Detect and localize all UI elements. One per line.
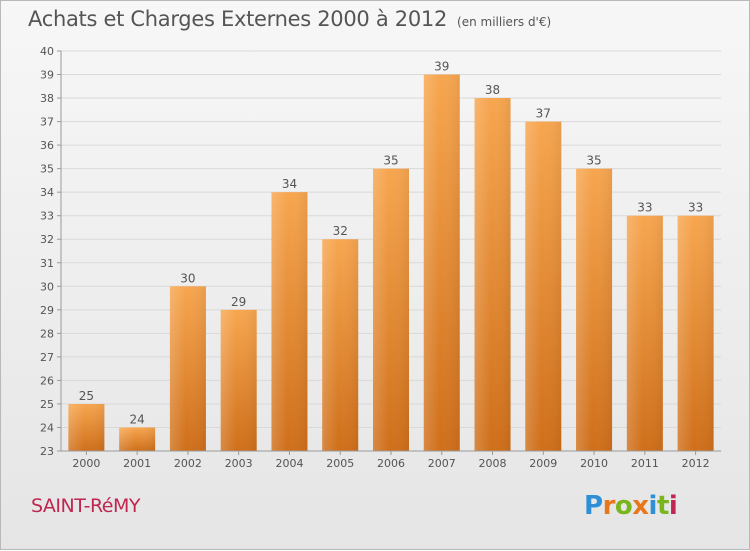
bar-value-label: 33	[637, 201, 652, 215]
chart-title-text: Achats et Charges Externes 2000 à 2012	[28, 7, 448, 31]
y-tick-label: 38	[40, 92, 54, 105]
chart-subtitle: (en milliers d'€)	[457, 15, 552, 29]
axis-layer: 23 24 25 26 27 28 29 30 31 32 33 34 35 36 37 38 39 40 2000…	[40, 45, 721, 470]
bar-2006[interactable]	[373, 168, 409, 451]
x-tick-label: 2005	[326, 457, 354, 470]
x-tick-label: 2003	[225, 457, 253, 470]
bar-2010[interactable]	[576, 168, 613, 451]
y-tick-label: 30	[40, 280, 54, 293]
bar-value-label: 34	[282, 177, 297, 191]
bar-2011[interactable]	[626, 215, 663, 451]
y-tick-label: 40	[40, 45, 54, 58]
x-tick-label: 2010	[580, 457, 608, 470]
logo-letter: x	[632, 491, 649, 521]
x-tick-label: 2004	[275, 457, 303, 470]
y-tick-label: 25	[40, 398, 54, 411]
x-tick-label: 2000	[72, 457, 100, 470]
bar-value-label: 37	[536, 107, 551, 121]
bar-value-label: 30	[180, 271, 195, 285]
x-tick-label: 2006	[377, 457, 405, 470]
logo-letter: i	[668, 491, 678, 521]
y-tick-label: 26	[40, 374, 54, 387]
logo-letter: r	[602, 491, 616, 521]
proxiti-logo[interactable]: Proxiti	[584, 491, 678, 521]
y-tick-label: 28	[40, 327, 54, 340]
bar-value-label: 38	[485, 83, 500, 97]
x-tick-label: 2007	[428, 457, 456, 470]
y-tick-label: 24	[40, 421, 54, 434]
bar-2002[interactable]	[169, 286, 206, 451]
y-tick-label: 27	[40, 351, 54, 364]
y-tick-label: 29	[40, 304, 54, 317]
logo-letter: o	[614, 491, 633, 521]
bar-2009[interactable]	[525, 121, 562, 452]
logo-letter: i	[648, 491, 658, 521]
y-tick-label: 23	[40, 445, 54, 458]
bar-layer: 25 24 30 29 34 32 35 39 38 37 35 33 33	[68, 60, 714, 452]
logo-letter: t	[656, 491, 669, 521]
bar-value-label: 33	[688, 201, 703, 215]
y-tick-label: 34	[40, 186, 54, 199]
commune-name: SAINT-RéMY	[31, 495, 140, 517]
bar-2005[interactable]	[322, 239, 359, 451]
y-tick-label: 31	[40, 257, 54, 270]
x-tick-label: 2002	[174, 457, 202, 470]
y-tick-label: 39	[40, 69, 54, 82]
y-tick-label: 32	[40, 233, 54, 246]
bar-value-label: 29	[231, 295, 246, 309]
bar-value-label: 25	[79, 389, 94, 403]
x-tick-label: 2011	[631, 457, 659, 470]
bar-2004[interactable]	[271, 192, 308, 452]
y-tick-label: 36	[40, 139, 54, 152]
bar-value-label: 35	[586, 154, 601, 168]
bar-2003[interactable]	[220, 309, 257, 451]
bar-2007[interactable]	[423, 74, 460, 451]
bar-2008[interactable]	[474, 98, 511, 451]
bar-value-label: 32	[333, 224, 348, 238]
x-tick-label: 2008	[479, 457, 507, 470]
bar-2001[interactable]	[119, 427, 156, 451]
x-tick-label: 2012	[682, 457, 710, 470]
y-tick-label: 35	[40, 163, 54, 176]
x-tick-label: 2009	[529, 457, 557, 470]
y-tick-label: 33	[40, 210, 54, 223]
bar-2012[interactable]	[677, 215, 714, 451]
bar-value-label: 35	[383, 154, 398, 168]
bar-2000[interactable]	[68, 403, 105, 451]
x-tick-label: 2001	[123, 457, 151, 470]
logo-letter: P	[584, 491, 603, 521]
bar-value-label: 24	[130, 412, 145, 426]
y-tick-label: 37	[40, 116, 54, 129]
chart-title: Achats et Charges Externes 2000 à 2012 (e…	[28, 7, 551, 31]
bar-value-label: 39	[434, 60, 449, 74]
